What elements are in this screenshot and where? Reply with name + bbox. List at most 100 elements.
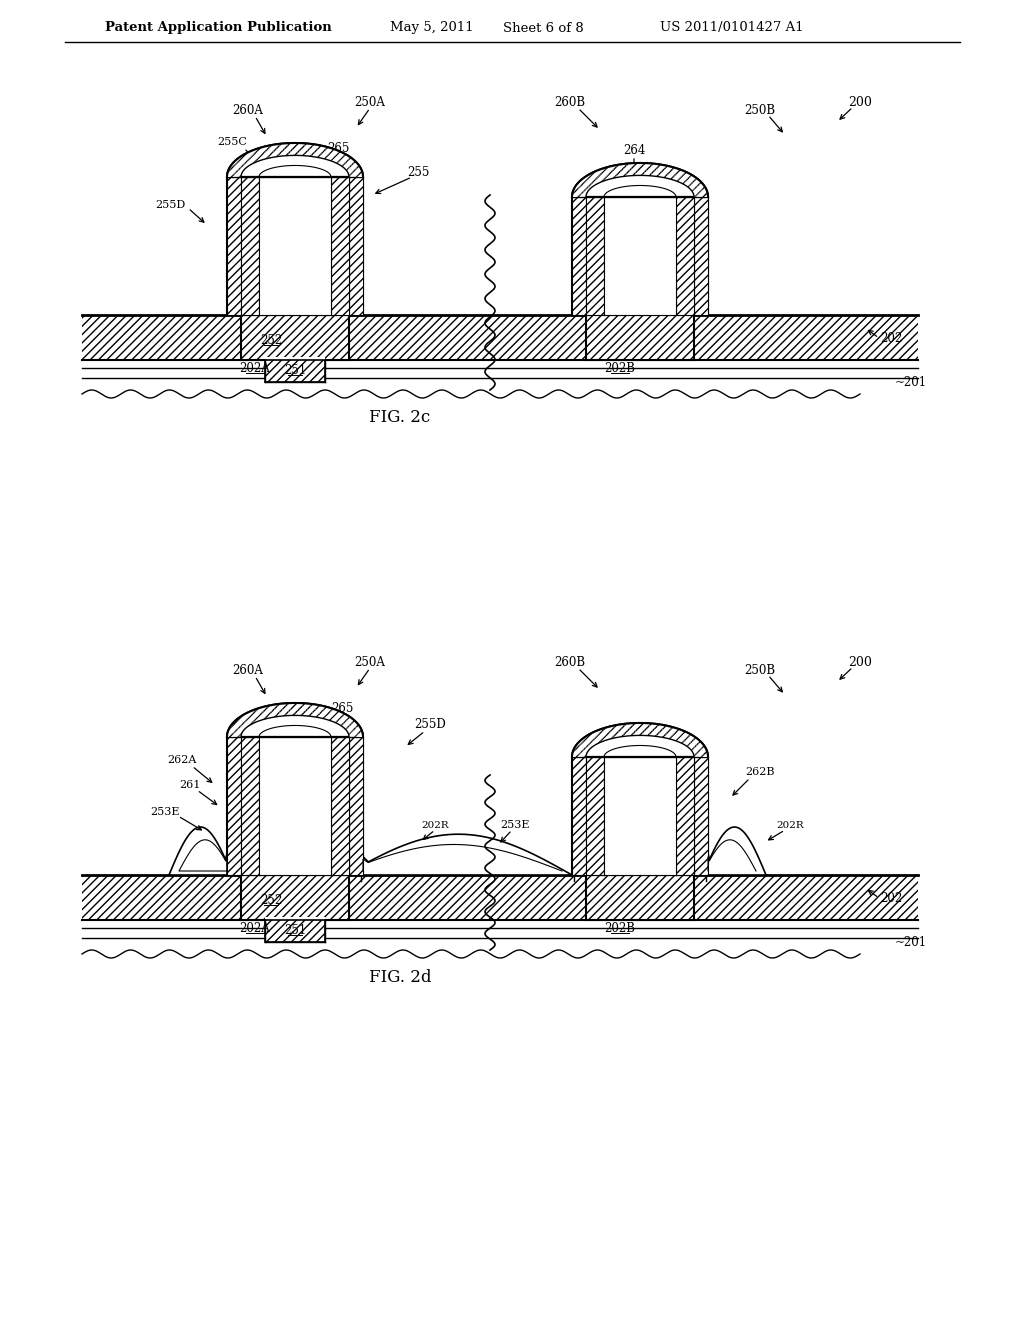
Bar xyxy=(241,177,259,315)
Polygon shape xyxy=(606,168,614,178)
Text: 262A: 262A xyxy=(167,755,197,766)
Polygon shape xyxy=(304,144,309,156)
Polygon shape xyxy=(317,706,326,718)
Polygon shape xyxy=(660,165,669,177)
Text: Sheet 6 of 8: Sheet 6 of 8 xyxy=(503,21,584,34)
Polygon shape xyxy=(689,742,702,748)
Polygon shape xyxy=(290,143,293,156)
Polygon shape xyxy=(274,705,281,717)
Polygon shape xyxy=(583,738,596,746)
Polygon shape xyxy=(274,144,281,156)
Polygon shape xyxy=(340,158,353,166)
Polygon shape xyxy=(587,735,599,743)
Polygon shape xyxy=(626,164,631,176)
Polygon shape xyxy=(676,731,686,741)
Polygon shape xyxy=(683,177,696,185)
Polygon shape xyxy=(693,751,708,754)
Polygon shape xyxy=(666,168,674,178)
Polygon shape xyxy=(688,181,701,187)
Polygon shape xyxy=(276,704,283,717)
Polygon shape xyxy=(606,727,614,738)
Polygon shape xyxy=(288,143,291,156)
Polygon shape xyxy=(652,164,658,176)
Polygon shape xyxy=(315,145,324,157)
Bar xyxy=(586,315,694,360)
Polygon shape xyxy=(227,704,362,737)
Text: 263: 263 xyxy=(284,234,306,247)
Polygon shape xyxy=(600,729,610,739)
Text: 253E: 253E xyxy=(151,807,180,817)
Polygon shape xyxy=(348,169,361,173)
Bar xyxy=(586,875,694,920)
Polygon shape xyxy=(241,715,253,725)
Polygon shape xyxy=(646,164,649,176)
Polygon shape xyxy=(646,723,649,735)
Polygon shape xyxy=(251,150,261,161)
Polygon shape xyxy=(344,722,357,729)
Polygon shape xyxy=(692,750,707,752)
Polygon shape xyxy=(692,747,706,751)
Text: 252: 252 xyxy=(260,894,283,907)
Polygon shape xyxy=(664,166,672,178)
Polygon shape xyxy=(303,704,307,715)
Polygon shape xyxy=(602,168,611,180)
Polygon shape xyxy=(362,834,572,875)
Polygon shape xyxy=(691,185,705,190)
Text: ~201: ~201 xyxy=(895,936,927,949)
Polygon shape xyxy=(228,170,242,174)
Polygon shape xyxy=(579,742,592,747)
Polygon shape xyxy=(227,172,242,174)
Polygon shape xyxy=(231,164,246,169)
Polygon shape xyxy=(309,705,315,717)
Polygon shape xyxy=(237,158,250,166)
Text: FIG. 2c: FIG. 2c xyxy=(370,409,431,426)
Polygon shape xyxy=(673,170,683,181)
Text: US 2011/0101427 A1: US 2011/0101427 A1 xyxy=(660,21,804,34)
Text: 202R: 202R xyxy=(776,821,804,829)
Bar xyxy=(349,177,362,315)
Polygon shape xyxy=(694,755,708,756)
Polygon shape xyxy=(311,144,317,157)
Polygon shape xyxy=(617,165,624,177)
Polygon shape xyxy=(608,726,616,738)
Polygon shape xyxy=(581,180,594,186)
Bar xyxy=(331,737,349,875)
Polygon shape xyxy=(578,742,591,748)
Polygon shape xyxy=(572,752,587,755)
Polygon shape xyxy=(677,172,688,182)
Polygon shape xyxy=(234,721,248,727)
Polygon shape xyxy=(272,144,279,157)
Polygon shape xyxy=(672,169,681,180)
Polygon shape xyxy=(228,169,243,173)
Polygon shape xyxy=(652,723,658,737)
Bar xyxy=(241,315,349,360)
Text: 255: 255 xyxy=(407,165,429,178)
Bar xyxy=(572,756,586,875)
Polygon shape xyxy=(286,704,289,715)
Polygon shape xyxy=(681,735,693,743)
Polygon shape xyxy=(620,725,626,737)
Polygon shape xyxy=(232,722,246,729)
Polygon shape xyxy=(591,733,602,742)
Polygon shape xyxy=(577,183,591,189)
Polygon shape xyxy=(674,170,684,181)
Bar xyxy=(259,737,331,875)
Polygon shape xyxy=(322,708,331,718)
Polygon shape xyxy=(578,182,591,189)
Polygon shape xyxy=(572,195,586,197)
Polygon shape xyxy=(635,723,637,735)
Text: 260B: 260B xyxy=(554,95,586,108)
Polygon shape xyxy=(347,169,361,172)
Polygon shape xyxy=(259,148,268,158)
Polygon shape xyxy=(600,169,610,180)
Polygon shape xyxy=(680,174,692,183)
Polygon shape xyxy=(637,162,639,176)
Polygon shape xyxy=(572,754,587,755)
Polygon shape xyxy=(667,727,676,739)
Polygon shape xyxy=(308,144,313,156)
Polygon shape xyxy=(590,173,601,182)
Polygon shape xyxy=(644,723,647,735)
Polygon shape xyxy=(599,730,608,739)
Polygon shape xyxy=(620,164,626,177)
Polygon shape xyxy=(252,710,262,721)
